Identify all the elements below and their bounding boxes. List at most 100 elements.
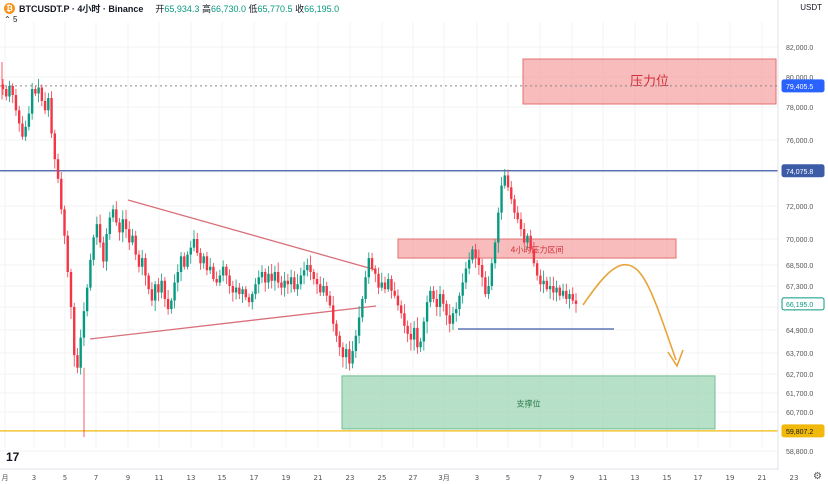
candle-body: [390, 279, 393, 291]
x-tick-label: 月: [2, 474, 9, 482]
candle-body: [137, 254, 141, 267]
candle-body: [344, 349, 348, 358]
candle-body: [212, 266, 215, 279]
currency-label[interactable]: USDT: [800, 3, 822, 12]
x-tick-label: 13: [187, 474, 196, 482]
candle-body: [490, 263, 494, 286]
candle-body: [526, 235, 529, 243]
price-label-text: 74,075.8: [786, 169, 813, 176]
price-label-text: 79,405.5: [786, 84, 813, 91]
y-tick-label: 72,000.0: [786, 204, 813, 211]
high-label: 高: [201, 4, 211, 14]
candle-body: [85, 287, 89, 312]
x-tick-label: 3: [475, 474, 479, 482]
y-tick-label: 63,700.0: [786, 351, 813, 358]
candle-body: [118, 222, 121, 233]
price-label-box: [781, 424, 825, 438]
candle-body: [153, 284, 157, 301]
candle-body: [357, 317, 361, 336]
candle-body: [370, 258, 374, 269]
candle-body: [63, 209, 66, 236]
price-label-text: 59,807.2: [786, 429, 813, 436]
candle-body: [95, 224, 99, 238]
settings-gear-icon[interactable]: ⚙: [813, 471, 822, 482]
candle-body: [539, 275, 542, 285]
trendline-upper: [127, 199, 377, 271]
candle-body: [238, 287, 241, 295]
candle-body: [254, 284, 257, 295]
candle-body: [364, 277, 367, 299]
candle-body: [519, 219, 523, 230]
candle-body: [189, 247, 192, 255]
candle-body: [27, 113, 31, 127]
candle-body: [134, 235, 137, 255]
candle-body: [354, 335, 358, 352]
zone-label: 4小时压力区间: [510, 245, 563, 255]
candle-body: [535, 263, 539, 276]
candle-body: [484, 277, 487, 295]
x-tick-label: 17: [694, 474, 703, 482]
symbol-label[interactable]: BTCUSDT.P · 4小时 · Binance: [19, 4, 144, 14]
indicator-toggle[interactable]: ⌃ 5: [4, 15, 18, 24]
candle-body: [267, 273, 270, 283]
candle-body: [128, 229, 131, 243]
candle-body: [202, 256, 205, 264]
candle-body: [24, 126, 27, 137]
candle-body: [280, 282, 283, 288]
candle-body: [73, 307, 76, 356]
candle-body: [403, 313, 406, 326]
candle-body: [552, 286, 555, 293]
candle-body: [510, 187, 513, 200]
x-tick-label: 5: [63, 474, 67, 482]
x-tick-label: 15: [218, 474, 227, 482]
candle-body: [416, 327, 419, 348]
candle-body: [273, 272, 277, 281]
candle-body: [523, 229, 526, 243]
trendline-lower: [89, 305, 377, 340]
x-tick-label: 13: [631, 474, 640, 482]
candle-body: [225, 266, 228, 276]
candle-body: [286, 280, 290, 285]
candle-body: [393, 290, 396, 296]
candle-body: [144, 258, 147, 276]
zone-label: 支撑位: [517, 398, 541, 408]
price-label-box: [781, 297, 825, 311]
x-tick-label: 9: [126, 474, 130, 482]
candle-body: [542, 280, 545, 285]
x-tick-label: 23: [346, 474, 355, 482]
x-tick-label: 7: [94, 474, 98, 482]
candle-body: [406, 325, 409, 334]
candle-body: [11, 86, 14, 95]
candle-body: [131, 235, 134, 243]
candle-body: [257, 277, 260, 285]
candle-body: [92, 237, 95, 260]
candle-body: [409, 333, 413, 340]
candle-body: [50, 98, 53, 134]
candle-body: [574, 300, 578, 304]
candle-body: [66, 235, 69, 272]
x-tick-label: 27: [409, 474, 418, 482]
candle-body: [532, 249, 536, 264]
candle-body: [503, 175, 506, 186]
candle-body: [89, 259, 92, 288]
candle-body: [176, 272, 180, 283]
candle-body: [60, 178, 63, 210]
candle-body: [548, 286, 552, 290]
candle-body: [251, 294, 254, 303]
open-value: 65,934.3: [164, 4, 200, 14]
candle-body: [425, 302, 429, 322]
candle-body: [299, 275, 303, 285]
y-tick-label: 82,000.0: [786, 45, 813, 52]
x-tick-label: 21: [758, 474, 767, 482]
candle-body: [160, 280, 163, 293]
candle-body: [14, 95, 18, 111]
open-label: 开: [155, 4, 165, 14]
candle-body: [322, 286, 325, 293]
x-tick-label: 15: [663, 474, 672, 482]
candle-body: [147, 275, 150, 290]
candle-body: [429, 290, 432, 303]
candle-body: [467, 259, 471, 269]
candle-body: [399, 305, 403, 314]
x-tick-label: 7: [538, 474, 542, 482]
